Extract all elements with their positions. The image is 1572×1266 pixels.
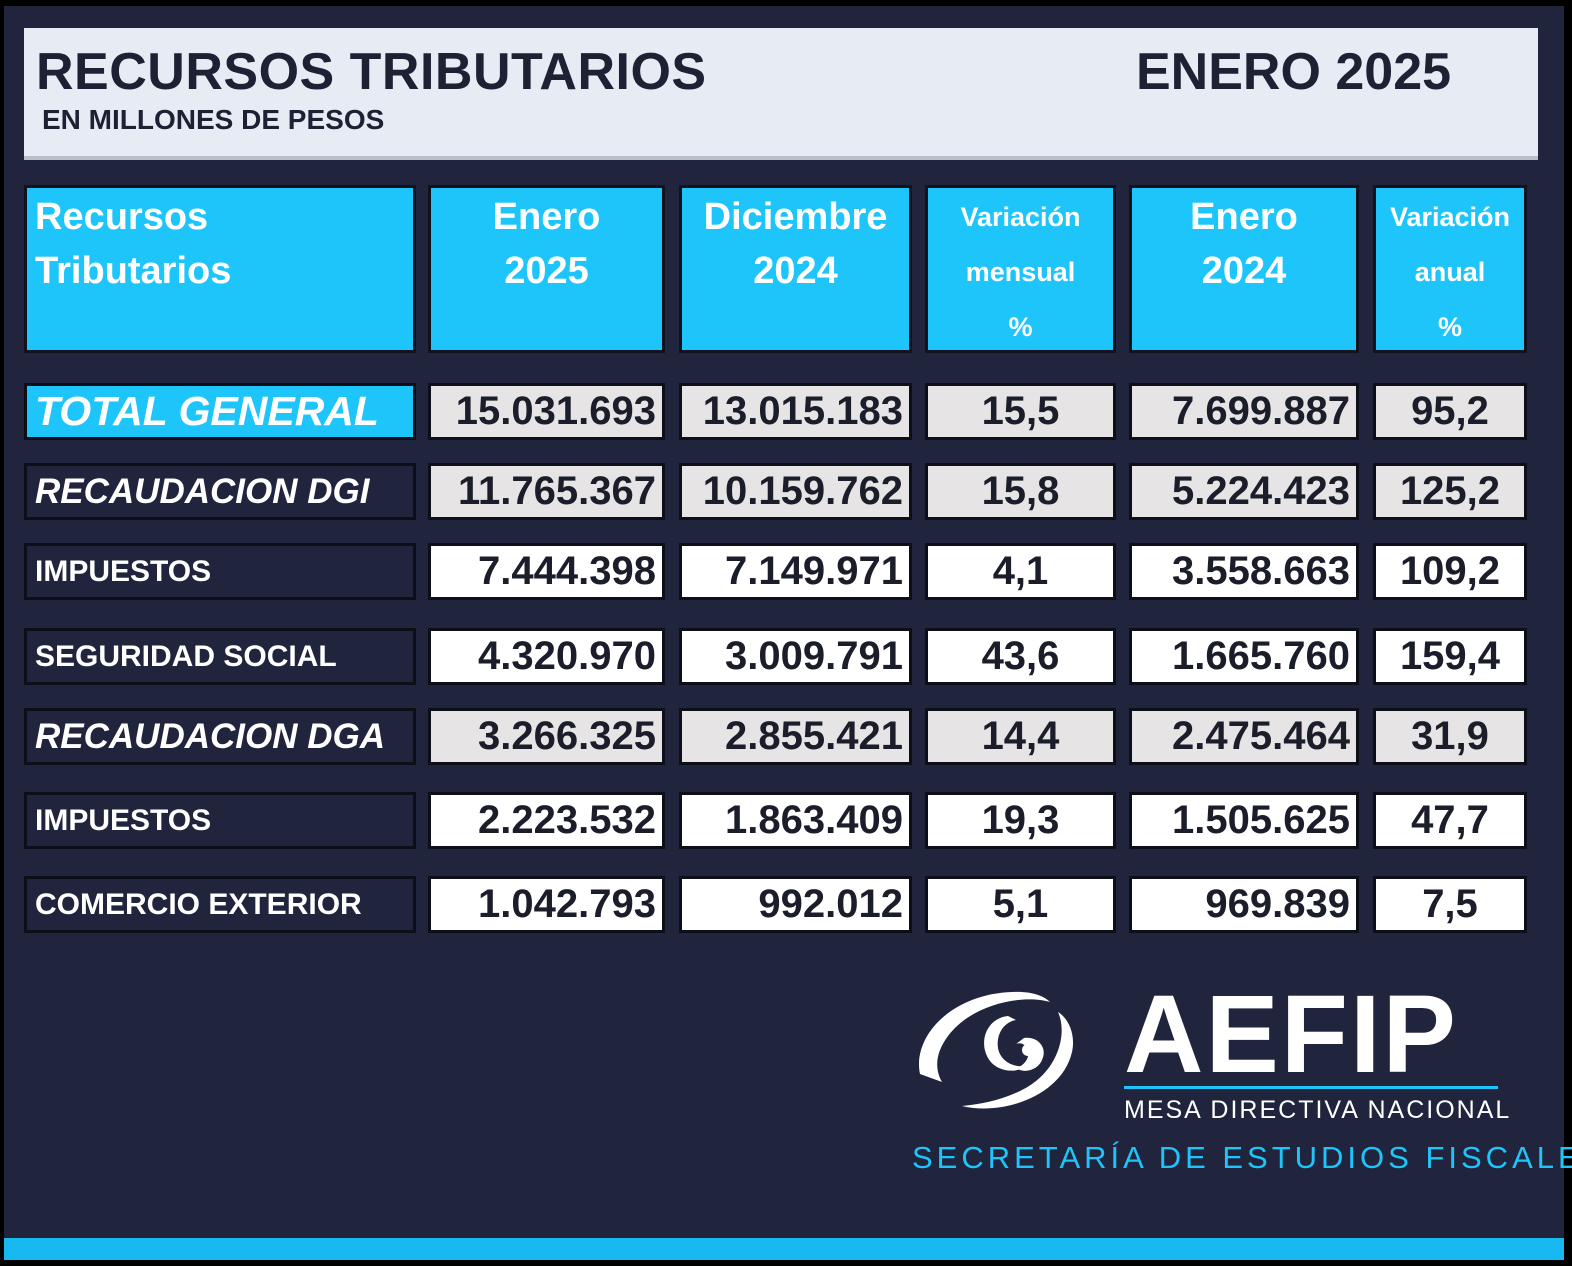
cell-enero-2024: 1.665.760 xyxy=(1129,628,1359,685)
table-row-recaudacion-dgi: RECAUDACION DGI 11.765.367 10.159.762 15… xyxy=(0,463,1572,520)
column-header-line: % xyxy=(1008,312,1033,342)
cell-enero-2025: 2.223.532 xyxy=(428,792,665,849)
column-header-line: anual xyxy=(1414,257,1486,287)
cell-variacion-mensual: 14,4 xyxy=(925,708,1116,765)
cell-variacion-mensual: 15,8 xyxy=(925,463,1116,520)
column-header-line: % xyxy=(1437,312,1462,342)
cell-variacion-mensual: 5,1 xyxy=(925,876,1116,933)
table-row-impuestos-dga: IMPUESTOS 2.223.532 1.863.409 19,3 1.505… xyxy=(0,792,1572,849)
row-label: RECAUDACION DGI xyxy=(24,463,416,520)
title-banner: RECURSOS TRIBUTARIOS EN MILLONES DE PESO… xyxy=(24,28,1538,160)
column-header-line: 2024 xyxy=(753,250,838,292)
cell-variacion-mensual: 19,3 xyxy=(925,792,1116,849)
column-header-line: Recursos xyxy=(35,196,209,238)
column-header-line: Enero xyxy=(1190,196,1298,238)
cell-variacion-mensual: 43,6 xyxy=(925,628,1116,685)
row-label: IMPUESTOS xyxy=(24,543,416,600)
column-header-enero-2025: Enero 2025 xyxy=(428,185,665,353)
table-row-seguridad-social: SEGURIDAD SOCIAL 4.320.970 3.009.791 43,… xyxy=(0,628,1572,685)
row-label: IMPUESTOS xyxy=(24,792,416,849)
cell-diciembre-2024: 992.012 xyxy=(679,876,912,933)
table-row-recaudacion-dga: RECAUDACION DGA 3.266.325 2.855.421 14,4… xyxy=(0,708,1572,765)
column-header-line: Tributarios xyxy=(35,250,232,292)
cell-variacion-anual: 7,5 xyxy=(1373,876,1527,933)
column-header-line: Variación xyxy=(960,202,1081,232)
cell-enero-2024: 5.224.423 xyxy=(1129,463,1359,520)
column-header-enero-2024: Enero 2024 xyxy=(1129,185,1359,353)
cell-enero-2024: 2.475.464 xyxy=(1129,708,1359,765)
cell-diciembre-2024: 2.855.421 xyxy=(679,708,912,765)
row-label: RECAUDACION DGA xyxy=(24,708,416,765)
row-label: SEGURIDAD SOCIAL xyxy=(24,628,416,685)
cell-enero-2025: 15.031.693 xyxy=(428,383,665,440)
cell-enero-2025: 7.444.398 xyxy=(428,543,665,600)
cell-variacion-anual: 159,4 xyxy=(1373,628,1527,685)
bottom-accent-bar xyxy=(4,1238,1564,1260)
logo-subtitle: MESA DIRECTIVA NACIONAL xyxy=(1124,1096,1512,1124)
logo-secretaria: SECRETARÍA DE ESTUDIOS FISCALES xyxy=(912,1140,1572,1175)
cell-variacion-mensual: 4,1 xyxy=(925,543,1116,600)
cell-variacion-anual: 109,2 xyxy=(1373,543,1527,600)
cell-enero-2024: 3.558.663 xyxy=(1129,543,1359,600)
column-header-line: Enero xyxy=(492,196,601,238)
column-header-diciembre-2024: Diciembre 2024 xyxy=(679,185,912,353)
aefip-logo: AEFIP MESA DIRECTIVA NACIONAL SECRETARÍA… xyxy=(912,973,1572,1180)
column-header-line: Diciembre xyxy=(703,196,888,238)
table-row-total-general: TOTAL GENERAL 15.031.693 13.015.183 15,5… xyxy=(0,383,1572,440)
logo-divider xyxy=(1124,1086,1498,1089)
column-header-recursos: Recursos Tributarios xyxy=(24,185,416,353)
logo-name: AEFIP xyxy=(1124,973,1458,1096)
cell-enero-2025: 3.266.325 xyxy=(428,708,665,765)
column-header-variacion-mensual: Variación mensual % xyxy=(925,185,1116,353)
cell-diciembre-2024: 1.863.409 xyxy=(679,792,912,849)
cell-enero-2025: 11.765.367 xyxy=(428,463,665,520)
cell-enero-2025: 1.042.793 xyxy=(428,876,665,933)
column-header-line: Variación xyxy=(1389,202,1511,232)
cell-variacion-anual: 31,9 xyxy=(1373,708,1527,765)
column-header-variacion-anual: Variación anual % xyxy=(1373,185,1527,353)
table-row-comercio-exterior: COMERCIO EXTERIOR 1.042.793 992.012 5,1 … xyxy=(0,876,1572,933)
column-header-line: 2024 xyxy=(1201,250,1287,292)
cell-diciembre-2024: 13.015.183 xyxy=(679,383,912,440)
column-header-line: 2025 xyxy=(504,250,589,292)
cell-diciembre-2024: 7.149.971 xyxy=(679,543,912,600)
period-label: ENERO 2025 xyxy=(1136,43,1452,101)
page-subtitle: EN MILLONES DE PESOS xyxy=(42,104,385,135)
row-label: COMERCIO EXTERIOR xyxy=(24,876,416,933)
cell-variacion-anual: 47,7 xyxy=(1373,792,1527,849)
cell-diciembre-2024: 10.159.762 xyxy=(679,463,912,520)
cell-diciembre-2024: 3.009.791 xyxy=(679,628,912,685)
cell-variacion-anual: 95,2 xyxy=(1373,383,1527,440)
cell-enero-2025: 4.320.970 xyxy=(428,628,665,685)
table-row-impuestos-dgi: IMPUESTOS 7.444.398 7.149.971 4,1 3.558.… xyxy=(0,543,1572,600)
cell-enero-2024: 1.505.625 xyxy=(1129,792,1359,849)
page-title: RECURSOS TRIBUTARIOS xyxy=(36,43,707,101)
cell-enero-2024: 7.699.887 xyxy=(1129,383,1359,440)
row-label: TOTAL GENERAL xyxy=(24,383,416,440)
cell-variacion-mensual: 15,5 xyxy=(925,383,1116,440)
eye-swirl-icon xyxy=(918,991,1074,1109)
cell-enero-2024: 969.839 xyxy=(1129,876,1359,933)
column-header-line: mensual xyxy=(965,257,1076,287)
cell-variacion-anual: 125,2 xyxy=(1373,463,1527,520)
